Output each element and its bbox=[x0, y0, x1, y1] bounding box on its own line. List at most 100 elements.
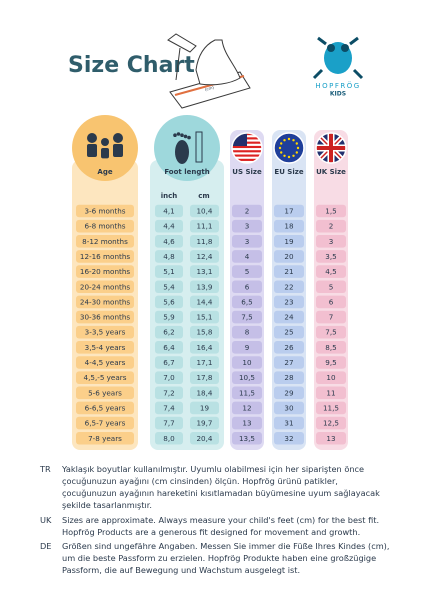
cell-bg bbox=[76, 265, 134, 278]
cell: 3 bbox=[245, 237, 250, 246]
note: TR Yaklaşık boyutlar kullanılmıştır. Uyum… bbox=[40, 463, 390, 511]
foot-icon bbox=[183, 134, 188, 139]
note: UK Sizes are approximate. Always measure … bbox=[40, 514, 390, 538]
cell-bg bbox=[190, 235, 219, 248]
person-icon bbox=[113, 133, 123, 143]
cell-bg bbox=[232, 386, 262, 400]
cell: 11,5 bbox=[323, 403, 339, 412]
cell-bg bbox=[190, 431, 219, 445]
cell-bg bbox=[316, 341, 346, 354]
cell-bg bbox=[190, 310, 219, 324]
cell: 3-6 months bbox=[84, 207, 125, 216]
cell-bg bbox=[76, 356, 134, 369]
cell: 17,1 bbox=[196, 358, 212, 367]
note-code: DE bbox=[40, 541, 52, 551]
cell: 7,5 bbox=[241, 313, 252, 322]
cell-bg bbox=[232, 416, 262, 430]
cell-bg bbox=[232, 401, 262, 415]
cell: 6-6,5 years bbox=[85, 403, 126, 412]
cell-bg bbox=[316, 401, 346, 415]
flag-star bbox=[280, 142, 283, 145]
cell-bg bbox=[155, 265, 183, 278]
cell-bg bbox=[274, 341, 304, 354]
cell: 9,5 bbox=[325, 358, 336, 367]
cell: 6,5-7 years bbox=[85, 419, 126, 428]
cell-bg bbox=[316, 204, 346, 218]
cell: 3,5-4 years bbox=[85, 343, 126, 352]
cell: 4,4 bbox=[163, 222, 175, 231]
cell-bg bbox=[155, 235, 183, 248]
logo-icon bbox=[312, 36, 364, 80]
cell: 7 bbox=[329, 313, 334, 322]
cell: 2 bbox=[329, 222, 334, 231]
flag-border bbox=[273, 132, 305, 164]
cell: 5 bbox=[245, 267, 250, 276]
cell-bg bbox=[232, 235, 262, 248]
cell: 17 bbox=[284, 207, 293, 216]
cell-bg bbox=[190, 295, 219, 309]
flag-star bbox=[296, 146, 300, 150]
cell-bg bbox=[190, 386, 219, 400]
cell-bg bbox=[76, 280, 134, 294]
cell-bg bbox=[316, 386, 346, 400]
cell-bg bbox=[232, 371, 262, 384]
foot-icon bbox=[173, 133, 177, 137]
cell-bg bbox=[316, 310, 346, 324]
cell: 30 bbox=[284, 403, 294, 412]
foot-icon bbox=[176, 132, 181, 136]
cell: 12 bbox=[242, 403, 251, 412]
cell-bg bbox=[274, 416, 304, 430]
flag-stripe bbox=[232, 150, 262, 153]
flag-body bbox=[274, 133, 304, 163]
cell-bg bbox=[274, 204, 304, 218]
cell-bg bbox=[190, 219, 219, 233]
column-header: Age bbox=[97, 168, 112, 176]
cell: 15,8 bbox=[196, 328, 212, 337]
logo-sub: KIDS bbox=[330, 91, 346, 98]
cell-bg bbox=[274, 356, 304, 369]
cell-bg bbox=[316, 219, 346, 233]
cell: 5,9 bbox=[163, 313, 175, 322]
cell: 4-4,5 years bbox=[85, 358, 126, 367]
cell-bg bbox=[190, 204, 219, 218]
flag-stripe bbox=[232, 158, 262, 161]
cell: 7,2 bbox=[163, 388, 174, 397]
cell: 16-20 months bbox=[80, 267, 130, 276]
cell-bg bbox=[232, 219, 262, 233]
flag-star bbox=[287, 137, 291, 141]
cell-bg bbox=[76, 219, 134, 233]
cell-bg bbox=[232, 250, 262, 263]
cell: 8,5 bbox=[325, 343, 336, 352]
logo-brand: HOPFRÖG bbox=[315, 81, 360, 90]
cell-bg bbox=[232, 356, 262, 369]
cell-bg bbox=[155, 386, 183, 400]
flag-star bbox=[280, 151, 283, 154]
cell-bg bbox=[274, 235, 304, 248]
cell: 6,5 bbox=[241, 297, 252, 306]
cell: 20-24 months bbox=[80, 282, 130, 291]
flag-star bbox=[287, 155, 291, 159]
cell: 1,5 bbox=[325, 207, 336, 216]
cell-bg bbox=[155, 204, 183, 218]
note-text: Größen sind ungefähre Angaben. Messen Si… bbox=[62, 541, 390, 575]
cell-bg bbox=[76, 431, 134, 445]
cell: 17,8 bbox=[196, 373, 212, 382]
flag bbox=[273, 132, 305, 164]
cell-bg bbox=[190, 356, 219, 369]
cell-bg bbox=[316, 250, 346, 263]
cell-bg bbox=[155, 416, 183, 430]
cell-bg bbox=[190, 371, 219, 384]
flag-stripe bbox=[232, 145, 262, 149]
cell-bg bbox=[274, 265, 304, 278]
cell-bg bbox=[155, 431, 183, 445]
cell-bg bbox=[155, 280, 183, 294]
cell-bg bbox=[316, 431, 346, 445]
cell: 12,4 bbox=[196, 252, 212, 261]
cell-bg bbox=[190, 250, 219, 263]
cell: 20,4 bbox=[196, 434, 212, 443]
subcolumn-header: cm bbox=[198, 192, 209, 200]
cell: 5-6 years bbox=[88, 388, 122, 397]
flag bbox=[231, 132, 263, 164]
ruler-label: (cm) bbox=[204, 85, 215, 92]
cell-bg bbox=[76, 235, 134, 248]
